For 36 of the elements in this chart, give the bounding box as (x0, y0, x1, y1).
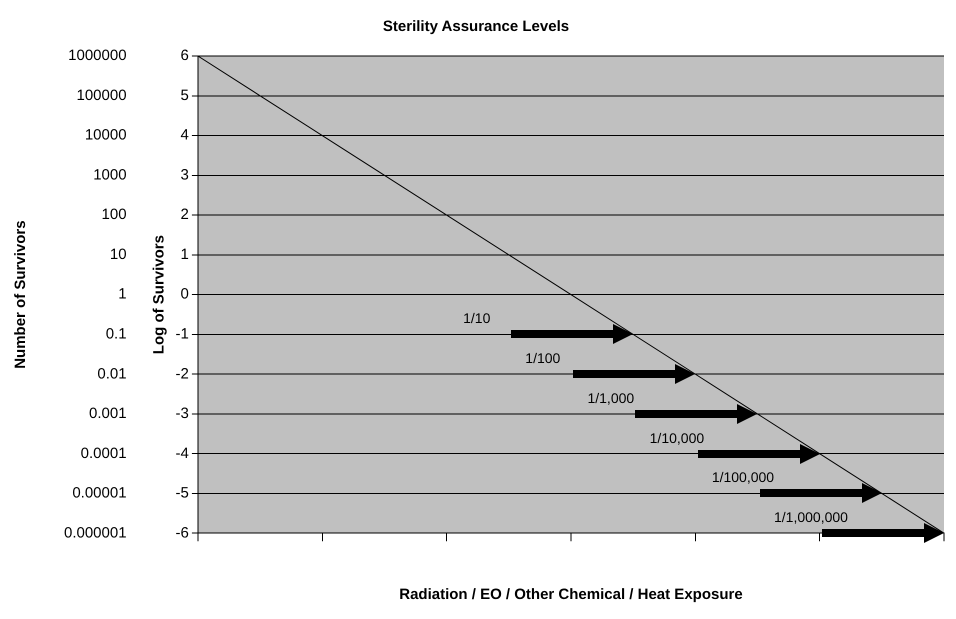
y-tick-label: -6 (176, 524, 189, 542)
annotation: 1/100,000 (712, 469, 774, 486)
y2-tick-label: 0.0001 (80, 444, 127, 462)
annotation: 1/10 (463, 310, 490, 326)
y2-tick-label: 0.01 (97, 365, 127, 382)
y2-tick-label: 100000 (76, 86, 127, 104)
y-tick-label: 3 (180, 166, 189, 184)
annotation: 1/1,000,000 (774, 509, 848, 526)
y-tick-label: 6 (180, 47, 189, 64)
annotation: 1/100 (525, 350, 560, 366)
y2-tick-label: 10000 (84, 126, 127, 144)
y-axis-title: Log of Survivors (150, 235, 168, 354)
y-tick-label: -4 (176, 444, 189, 462)
y-tick-label: 0 (180, 286, 189, 303)
y2-tick-label: 1000000 (68, 47, 127, 64)
y-tick-label: 2 (180, 206, 189, 224)
y-tick-label: 5 (180, 86, 189, 104)
y-tick-label: -5 (176, 484, 189, 502)
y2-tick-label: 100 (102, 206, 127, 224)
annotation: 1/10,000 (650, 430, 704, 446)
y2-tick-label: 1000 (93, 166, 127, 184)
y2-tick-label: 0.001 (89, 405, 127, 422)
y2-tick-label: 10 (110, 246, 127, 263)
y-tick-label: -3 (176, 405, 189, 422)
y2-tick-label: 0.000001 (64, 524, 127, 542)
y2-axis-title: Number of Survivors (12, 220, 30, 369)
chart-title: Sterility Assurance Levels (382, 18, 570, 36)
y-tick-label: 4 (180, 126, 189, 144)
y2-tick-label: 0.00001 (72, 484, 127, 502)
y2-tick-label: 0.1 (106, 326, 127, 343)
y2-tick-label: 1 (118, 286, 127, 303)
y-tick-label: -1 (176, 326, 189, 343)
annotation: 1/1,000 (587, 390, 634, 406)
x-axis-title: Radiation / EO / Other Chemical / Heat Exposure (399, 586, 743, 604)
y-tick-label: 1 (180, 246, 189, 263)
y-tick-label: -2 (176, 365, 189, 382)
